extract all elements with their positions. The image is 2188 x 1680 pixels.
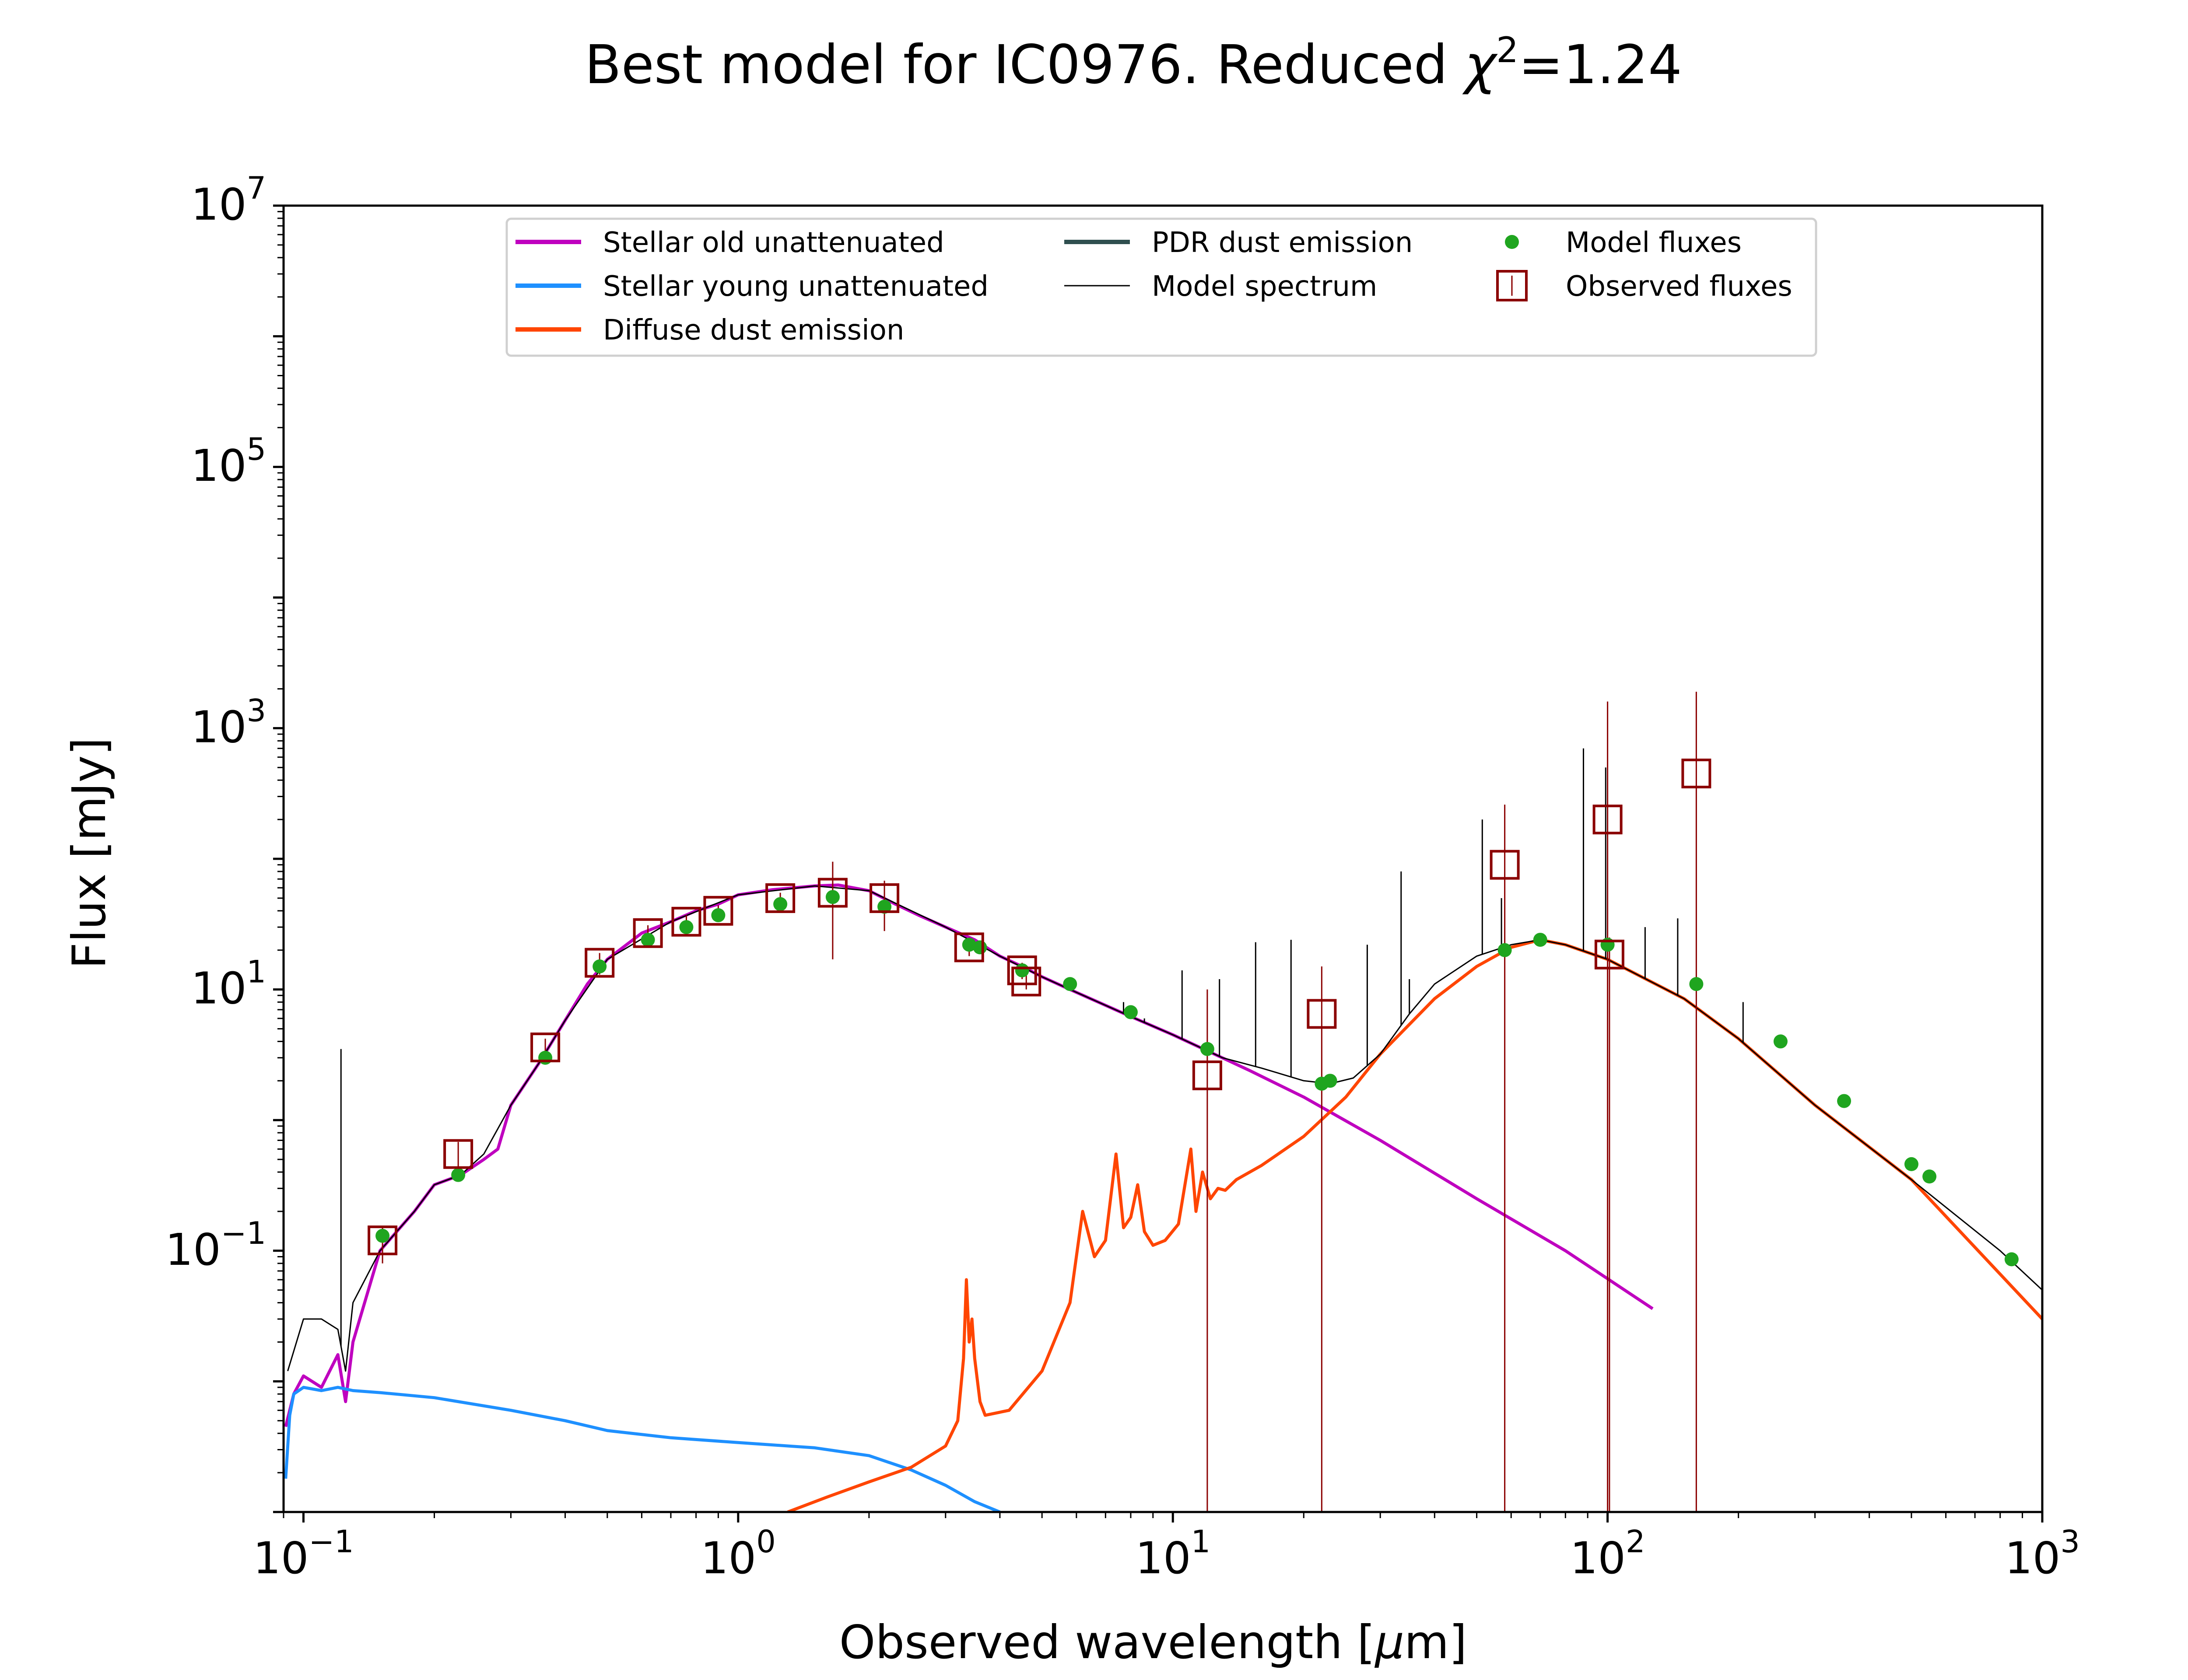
model-flux-point bbox=[375, 1228, 390, 1243]
series-line-stellar-old-unattenuated bbox=[284, 883, 1654, 1427]
model-flux-point bbox=[973, 940, 987, 955]
observed-flux-point bbox=[530, 1032, 561, 1063]
legend-swatch-model-fluxes bbox=[1505, 235, 1519, 249]
chart-title: Best model for IC0976. Reduced χ2=1.24 bbox=[585, 30, 1682, 96]
model-flux-point bbox=[1904, 1157, 1918, 1171]
legend-label-model-fluxes: Model fluxes bbox=[1566, 227, 1742, 259]
legend-swatch-observed-fluxes bbox=[1496, 270, 1528, 301]
observed-flux-point bbox=[1007, 955, 1037, 985]
x-tick-label: 102 bbox=[1570, 1524, 1645, 1584]
model-flux-point bbox=[451, 1168, 466, 1182]
model-flux-point bbox=[1922, 1169, 1937, 1184]
x-tick-label: 100 bbox=[701, 1524, 776, 1584]
observed-flux-point bbox=[368, 1225, 398, 1256]
model-flux-point bbox=[711, 908, 726, 922]
model-flux-point bbox=[538, 1050, 553, 1065]
model-flux-point bbox=[1533, 933, 1547, 947]
model-flux-point bbox=[1689, 977, 1704, 991]
legend: Stellar old unattenuated Stellar young u… bbox=[505, 217, 1817, 357]
legend-label-pdr-dust: PDR dust emission bbox=[1152, 227, 1413, 259]
plot-area bbox=[284, 692, 2042, 1512]
model-flux-point bbox=[1323, 1074, 1337, 1088]
model-flux-point bbox=[641, 933, 655, 947]
series-line-model-spectrum bbox=[287, 885, 2042, 1372]
model-flux-point bbox=[2004, 1252, 2019, 1267]
legend-label-stellar-young: Stellar young unattenuated bbox=[603, 270, 989, 303]
plot-frame bbox=[282, 204, 2044, 1513]
y-tick-label: 10−1 bbox=[165, 1215, 266, 1275]
y-tick-label: 103 bbox=[191, 693, 266, 752]
x-tick-label: 101 bbox=[1135, 1524, 1210, 1584]
legend-box bbox=[505, 217, 1817, 357]
observed-flux-point bbox=[585, 948, 615, 978]
observed-flux-point bbox=[633, 918, 663, 948]
model-flux-point bbox=[593, 959, 607, 974]
legend-label-diffuse-dust: Diffuse dust emission bbox=[603, 314, 904, 346]
observed-flux-point bbox=[954, 932, 984, 962]
observed-flux-point bbox=[765, 883, 796, 913]
x-axis-ticks: 10−1 100 101 102 103 bbox=[253, 1512, 2080, 1584]
series-line-diffuse-dust-emission bbox=[787, 938, 2042, 1512]
y-tick-label: 105 bbox=[191, 431, 266, 491]
y-axis-ticks: 10−1 101 103 105 107 bbox=[165, 170, 284, 1513]
model-flux-point bbox=[773, 897, 788, 911]
legend-label-model-spectrum: Model spectrum bbox=[1152, 270, 1377, 303]
model-flux-point bbox=[679, 920, 694, 934]
y-tick-label: 101 bbox=[191, 954, 266, 1014]
model-flux-point bbox=[825, 890, 840, 904]
x-tick-label: 10−1 bbox=[253, 1524, 354, 1584]
model-flux-point bbox=[962, 938, 976, 952]
y-axis-label: Flux [mJy] bbox=[63, 738, 116, 969]
legend-label-stellar-old: Stellar old unattenuated bbox=[603, 227, 944, 259]
model-flux-point bbox=[1773, 1034, 1788, 1049]
observed-flux-point bbox=[1192, 1060, 1222, 1090]
observed-flux-point bbox=[1490, 850, 1520, 880]
observed-flux-point bbox=[1592, 805, 1623, 835]
legend-label-observed-fluxes: Observed fluxes bbox=[1566, 270, 1792, 303]
observed-flux-point bbox=[817, 878, 848, 908]
observed-flux-point bbox=[671, 906, 701, 937]
observed-flux-point bbox=[703, 896, 733, 926]
observed-flux-point bbox=[1594, 939, 1624, 970]
observed-flux-point bbox=[1307, 999, 1337, 1029]
model-flux-point bbox=[1123, 1005, 1138, 1019]
y-tick-label: 107 bbox=[191, 170, 266, 230]
model-flux-point bbox=[1837, 1094, 1851, 1108]
model-flux-point bbox=[877, 900, 892, 914]
model-flux-point bbox=[1497, 943, 1512, 957]
x-tick-label: 103 bbox=[2005, 1524, 2080, 1584]
observed-flux-point bbox=[443, 1139, 473, 1169]
model-flux-point bbox=[1200, 1042, 1214, 1056]
observed-flux-point bbox=[1011, 966, 1041, 997]
series-line-stellar-young-unattenuated bbox=[284, 1386, 1001, 1512]
model-flux-point bbox=[1063, 977, 1077, 991]
x-axis-label: Observed wavelength [μm] bbox=[839, 1616, 1467, 1669]
model-flux-point bbox=[1015, 963, 1029, 977]
observed-flux-point bbox=[870, 883, 900, 913]
observed-flux-point bbox=[1681, 758, 1711, 788]
